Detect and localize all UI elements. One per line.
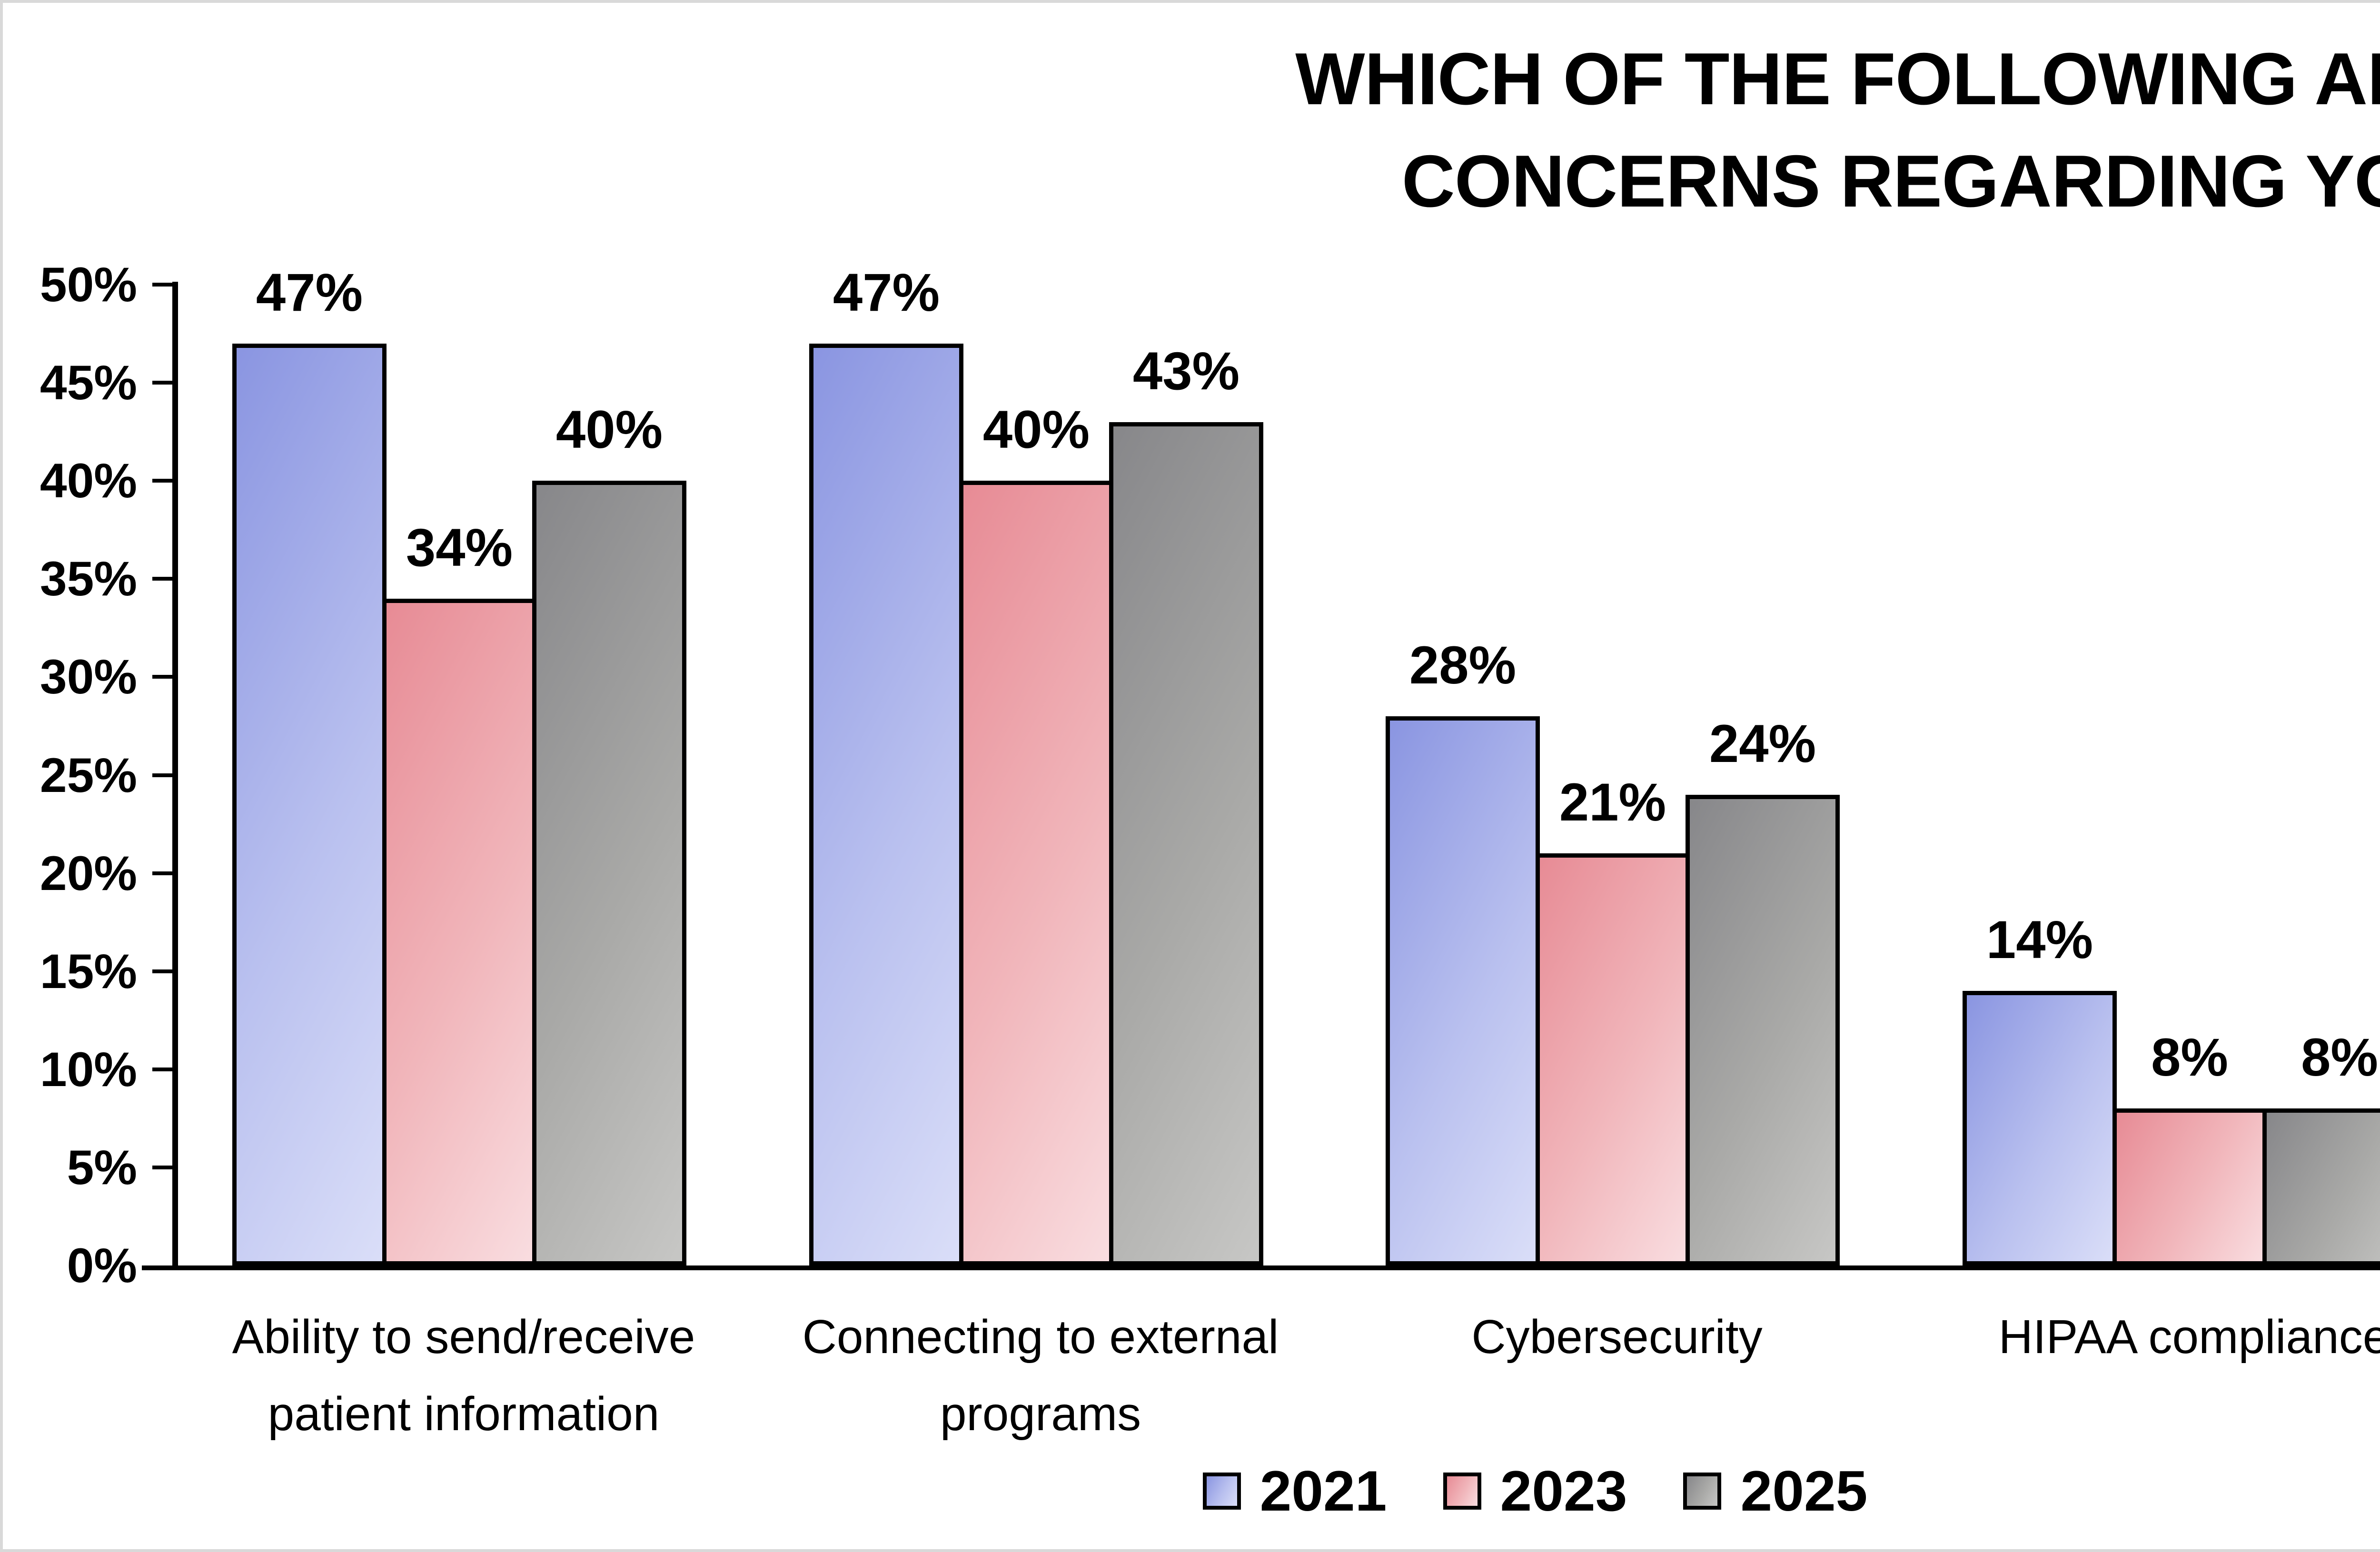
category-label-group4: HIPAA compliance — [1998, 1310, 2380, 1364]
bar-value-label-2025-group3: 24% — [1709, 714, 1816, 773]
legend-swatch-2025 — [1683, 1473, 1722, 1510]
y-axis-tick-label: 40% — [40, 454, 137, 508]
legend-item-2025: 2025 — [1683, 1460, 1867, 1522]
category-label-group2: Connecting to external programs — [802, 1310, 1279, 1441]
chart-title-line2: CONCERNS REGARDING YOUR EHR? — [1401, 140, 2380, 222]
y-axis-tick-label: 50% — [40, 257, 137, 312]
category-label-group1: Ability to send/receive patient informat… — [232, 1310, 695, 1441]
y-axis-tick-label: 0% — [67, 1238, 137, 1293]
bar-value-label-2025-group4: 8% — [2301, 1028, 2378, 1087]
bar-2021-group1 — [232, 344, 387, 1265]
bar-value-label-2025-group1: 40% — [555, 400, 663, 459]
bar-2023-group2 — [959, 481, 1113, 1265]
bar-2021-group2 — [809, 344, 963, 1265]
bar-2025-group1 — [532, 481, 686, 1265]
y-axis-tick-label: 15% — [40, 944, 137, 998]
y-axis-tick — [152, 1165, 178, 1169]
bar-2025-group4 — [2262, 1108, 2380, 1265]
y-axis-tick-label: 20% — [40, 846, 137, 900]
chart-title-line1: WHICH OF THE FOLLOWING ARE ONGOING — [1295, 38, 2380, 120]
legend-item-2021: 2021 — [1202, 1459, 1387, 1523]
y-axis-tick-label: 5% — [67, 1140, 137, 1195]
bar-value-label-2021-group2: 47% — [833, 263, 940, 322]
bar-value-label-2023-group3: 21% — [1559, 772, 1666, 832]
y-axis-tick-label: 10% — [40, 1042, 137, 1097]
y-axis-tick — [152, 1067, 178, 1071]
y-axis-tick — [152, 675, 178, 679]
bar-value-label-2023-group2: 40% — [982, 400, 1090, 459]
bar-value-label-2021-group1: 47% — [256, 263, 363, 322]
bar-value-label-2021-group4: 14% — [1986, 910, 2093, 969]
y-axis-tick-label: 35% — [40, 552, 137, 606]
y-axis-tick — [152, 969, 178, 973]
y-axis-tick-label: 45% — [40, 356, 137, 410]
bar-value-label-2021-group3: 28% — [1409, 635, 1517, 695]
legend-swatch-2023 — [1443, 1473, 1481, 1510]
bar-2025-group2 — [1109, 422, 1263, 1265]
y-axis-tick — [152, 381, 178, 385]
bar-2023-group4 — [2112, 1108, 2267, 1265]
bar-2021-group4 — [1963, 991, 2117, 1265]
legend-label-2023: 2023 — [1500, 1459, 1627, 1523]
x-axis-line — [142, 1265, 2380, 1270]
y-axis-tick-label: 30% — [40, 650, 137, 704]
bar-value-label-2025-group2: 43% — [1132, 341, 1240, 401]
legend: 2021 2023 2025 — [3, 1460, 2380, 1522]
bar-2023-group1 — [382, 599, 536, 1265]
y-axis-tick — [152, 577, 178, 581]
legend-swatch-2021 — [1202, 1473, 1241, 1510]
bar-value-label-2023-group1: 34% — [406, 518, 513, 577]
legend-item-2023: 2023 — [1443, 1460, 1627, 1522]
chart-title: WHICH OF THE FOLLOWING ARE ONGOING CONCE… — [1083, 28, 2380, 232]
bar-2025-group3 — [1686, 795, 1840, 1265]
y-axis-tick — [152, 479, 178, 483]
bar-2023-group3 — [1536, 853, 1690, 1265]
category-label-group3: Cybersecurity — [1471, 1310, 1763, 1364]
bar-value-label-2023-group4: 8% — [2151, 1028, 2228, 1087]
legend-label-2025: 2025 — [1740, 1459, 1868, 1523]
y-axis-tick — [152, 871, 178, 875]
y-axis-tick — [152, 773, 178, 777]
y-axis-tick — [152, 283, 178, 287]
legend-label-2021: 2021 — [1259, 1459, 1387, 1523]
y-axis-tick-label: 25% — [40, 748, 137, 802]
